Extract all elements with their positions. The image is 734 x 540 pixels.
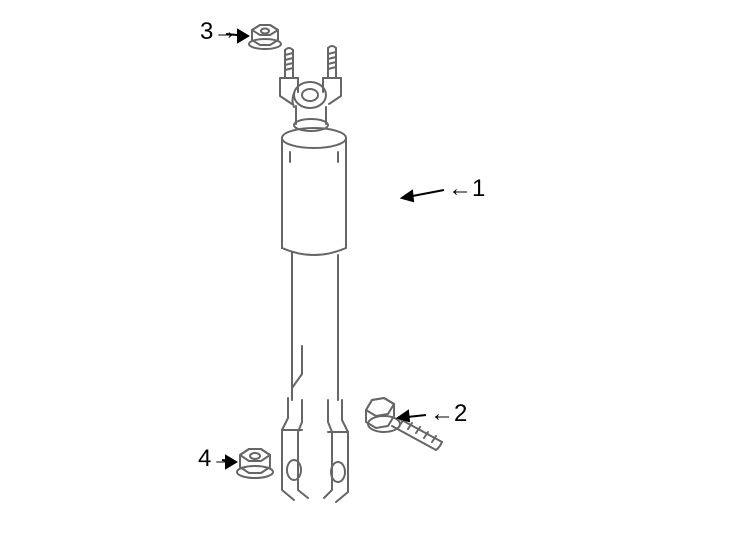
shock-body-icon: [282, 106, 348, 502]
arrow-right-icon: →: [211, 445, 235, 472]
callout-arrows: [222, 30, 444, 468]
arrow-left-icon: ←: [448, 175, 472, 202]
callout-4: 4→: [198, 445, 235, 473]
callout-2: ←2: [430, 400, 467, 428]
upper-mount-icon: [280, 46, 341, 108]
callout-3-label: 3: [200, 18, 213, 45]
arrow-left-icon: ←: [430, 400, 454, 427]
shock-absorber-illustration: [0, 0, 734, 540]
callout-1: ←1: [448, 175, 485, 203]
upper-nut-icon: [249, 25, 281, 49]
callout-1-label: 1: [472, 175, 485, 202]
callout-2-label: 2: [454, 400, 467, 427]
lower-nut-icon: [237, 449, 273, 478]
arrow-right-icon: →: [213, 18, 237, 45]
callout-4-label: 4: [198, 445, 211, 472]
diagram-stage: ←1 ←2 3→ 4→: [0, 0, 734, 540]
callout-3: 3→: [200, 18, 237, 46]
